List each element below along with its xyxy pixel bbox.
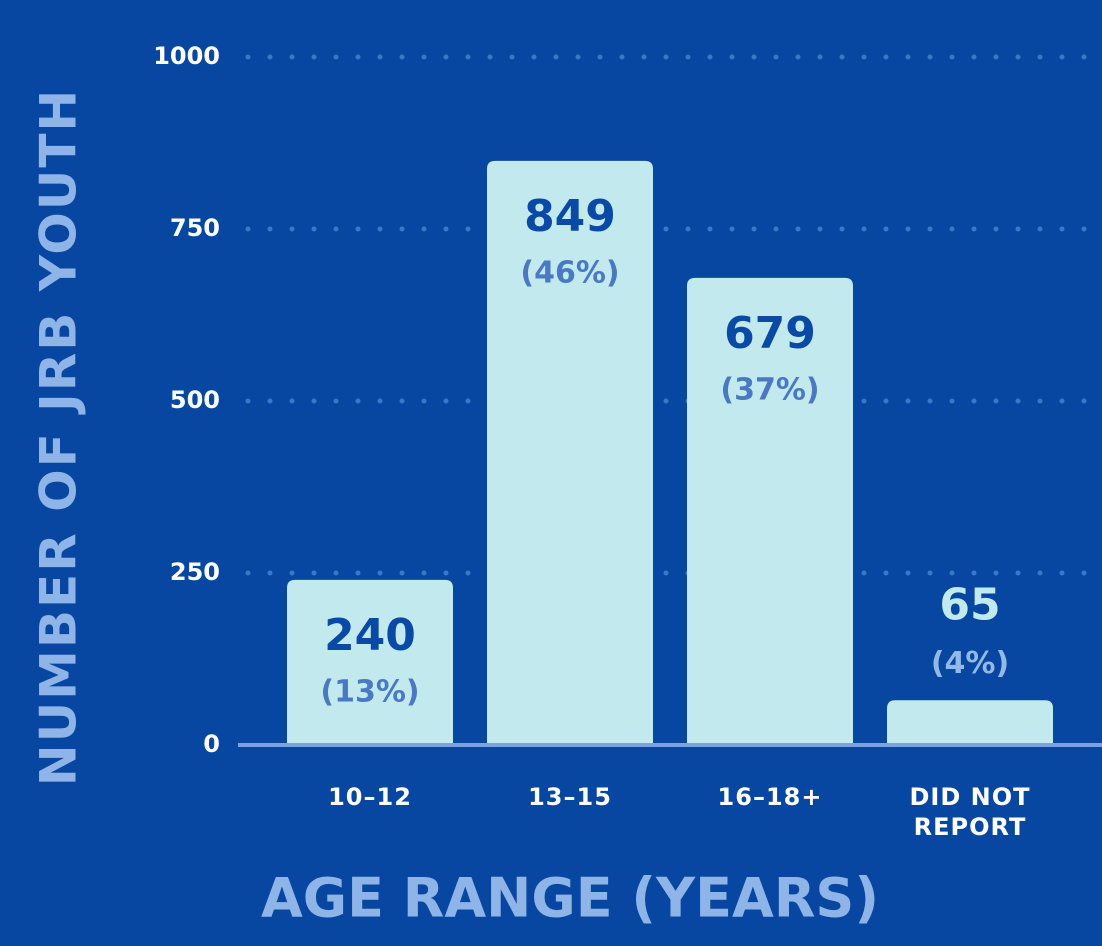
bar (887, 700, 1053, 745)
bar (687, 277, 853, 745)
y-tick-label: 750 (170, 214, 220, 242)
y-tick-label: 500 (170, 386, 220, 414)
percent-label: (4%) (931, 646, 1009, 681)
x-axis-title: AGE RANGE (YEARS) (261, 867, 879, 930)
percent-label: (37%) (720, 372, 819, 407)
y-tick-label: 1000 (153, 42, 220, 70)
bar (287, 579, 453, 745)
y-tick-label: 0 (203, 730, 220, 758)
y-axis-title: NUMBER OF JRB YOUTH (30, 88, 88, 787)
x-tick-label: 10–12 (328, 783, 412, 811)
value-label: 65 (939, 579, 1000, 630)
value-label: 849 (524, 191, 616, 242)
value-label: 679 (724, 308, 816, 359)
x-tick-label: 16–18+ (717, 783, 823, 811)
x-tick-label: 13–15 (528, 783, 612, 811)
x-tick-label: DID NOT REPORT (909, 783, 1031, 841)
value-label: 240 (324, 610, 416, 661)
bar (487, 160, 653, 745)
percent-label: (46%) (520, 255, 619, 290)
y-tick-label: 250 (170, 558, 220, 586)
percent-label: (13%) (320, 674, 419, 709)
